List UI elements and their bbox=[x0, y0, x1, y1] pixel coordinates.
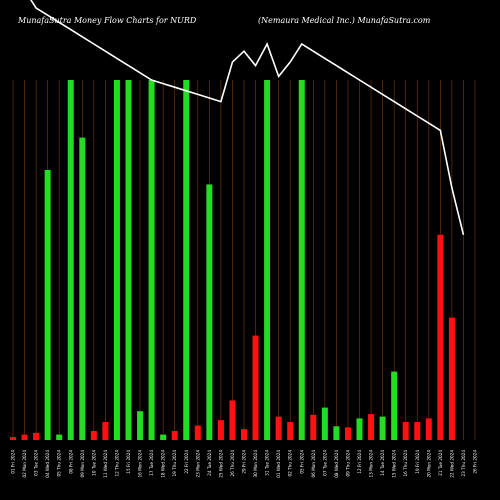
x-tick-label: 30 Mon 2024 bbox=[253, 450, 258, 478]
x-tick-label: 09 Thu 2024 bbox=[345, 450, 350, 477]
bar-14 bbox=[171, 431, 178, 440]
bar-8 bbox=[102, 422, 109, 440]
x-tick-label: 14 Tue 2024 bbox=[380, 450, 385, 476]
x-tick-label: 19 Thu 2024 bbox=[172, 450, 177, 477]
bar-30 bbox=[356, 418, 363, 440]
x-tick-label: 05 Thu 2024 bbox=[57, 450, 62, 477]
bar-1 bbox=[21, 434, 28, 440]
bar-5 bbox=[67, 80, 74, 440]
bar-2 bbox=[33, 432, 40, 440]
bar-15 bbox=[183, 80, 190, 440]
x-tick-label: 09 Mon 2024 bbox=[80, 450, 85, 478]
bar-28 bbox=[333, 426, 340, 440]
x-tick-label: 01 Fri 2024 bbox=[11, 450, 16, 474]
series-line bbox=[30, 0, 465, 235]
bar-33 bbox=[391, 371, 398, 440]
x-tick-label: 11 Wed 2024 bbox=[103, 450, 108, 478]
x-tick-label: 16 Mon 2024 bbox=[138, 450, 143, 478]
x-tick-label: 23 Thu 2024 bbox=[461, 450, 466, 477]
x-tick-label: 15 Fri 2024 bbox=[126, 450, 131, 474]
bar-23 bbox=[275, 416, 282, 440]
bar-37 bbox=[437, 234, 444, 440]
x-tick-label: 19 Fri 2024 bbox=[415, 450, 420, 474]
x-tick-label: 31 Tue 2024 bbox=[265, 450, 270, 476]
bar-11 bbox=[137, 411, 144, 440]
bar-21 bbox=[252, 335, 259, 440]
x-tick-label: 03 Tue 2024 bbox=[34, 450, 39, 476]
bar-27 bbox=[321, 407, 328, 440]
x-tick-label: 18 Wed 2024 bbox=[161, 450, 166, 478]
x-tick-label: 10 Tue 2024 bbox=[91, 450, 96, 476]
x-tick-label: 23 Mon 2024 bbox=[195, 450, 200, 478]
x-tick-label: 01 Wed 2024 bbox=[276, 450, 281, 478]
bar-34 bbox=[402, 422, 409, 440]
bar-19 bbox=[229, 400, 236, 440]
bar-13 bbox=[160, 434, 167, 440]
x-tick-label: 15 Wed 2024 bbox=[392, 450, 397, 478]
x-tick-label: 06 Mon 2024 bbox=[311, 450, 316, 478]
bar-4 bbox=[56, 434, 63, 440]
chart-title-right: (Nemaura Medical Inc.) MunafaSutra.com bbox=[258, 16, 431, 25]
x-tick-label: 25 Wed 2024 bbox=[218, 450, 223, 478]
bar-10 bbox=[125, 80, 132, 440]
bar-16 bbox=[194, 425, 201, 440]
x-tick-label: 16 Thu 2024 bbox=[403, 450, 408, 477]
bar-25 bbox=[298, 80, 305, 440]
x-tick-label: 08 Fri 2024 bbox=[68, 450, 73, 474]
x-tick-label: 24 Tue 2024 bbox=[207, 450, 212, 476]
x-tick-label: 12 Thu 2024 bbox=[114, 450, 119, 477]
bar-12 bbox=[148, 80, 155, 440]
bar-3 bbox=[44, 170, 51, 440]
x-tick-label: 08 Wed 2024 bbox=[334, 450, 339, 478]
x-tick-label: 02 Thu 2024 bbox=[288, 450, 293, 477]
bar-0 bbox=[10, 437, 16, 440]
x-tick-label: 07 Tue 2024 bbox=[322, 450, 327, 476]
x-tick-label: 13 Mon 2024 bbox=[369, 450, 374, 478]
bar-22 bbox=[264, 80, 271, 440]
x-tick-label: 12 Fri 2024 bbox=[357, 450, 362, 474]
bar-38 bbox=[448, 317, 455, 440]
bar-35 bbox=[414, 422, 421, 440]
x-tick-label: 26 Thu 2024 bbox=[230, 450, 235, 477]
bar-9 bbox=[113, 80, 120, 440]
bar-20 bbox=[241, 429, 247, 440]
bar-29 bbox=[344, 427, 351, 440]
bar-36 bbox=[425, 418, 432, 440]
x-tick-label: 20 Mon 2024 bbox=[426, 450, 431, 478]
x-tick-label: 05 Fri 2024 bbox=[299, 450, 304, 474]
x-tick-label: 22 Wed 2024 bbox=[449, 450, 454, 478]
bar-32 bbox=[379, 416, 386, 440]
x-tick-label: 04 Wed 2024 bbox=[45, 450, 50, 478]
bar-6 bbox=[79, 137, 86, 440]
x-tick-label: 22 Fri 2024 bbox=[184, 450, 189, 474]
x-tick-label: 21 Tue 2024 bbox=[438, 450, 443, 476]
bar-26 bbox=[310, 414, 317, 440]
bar-18 bbox=[217, 420, 224, 440]
bar-24 bbox=[287, 422, 294, 440]
bar-17 bbox=[206, 184, 213, 440]
x-tick-label: 02 Mon 2024 bbox=[22, 450, 27, 478]
bar-7 bbox=[90, 431, 97, 440]
bar-31 bbox=[368, 414, 375, 440]
x-tick-label: 29 Fri 2024 bbox=[242, 450, 247, 474]
x-tick-label: 17 Tue 2024 bbox=[149, 450, 154, 476]
chart-title-left: MunafaSutra Money Flow Charts for NURD bbox=[18, 16, 197, 25]
x-tick-label: 26 Fri 2024 bbox=[473, 450, 478, 474]
